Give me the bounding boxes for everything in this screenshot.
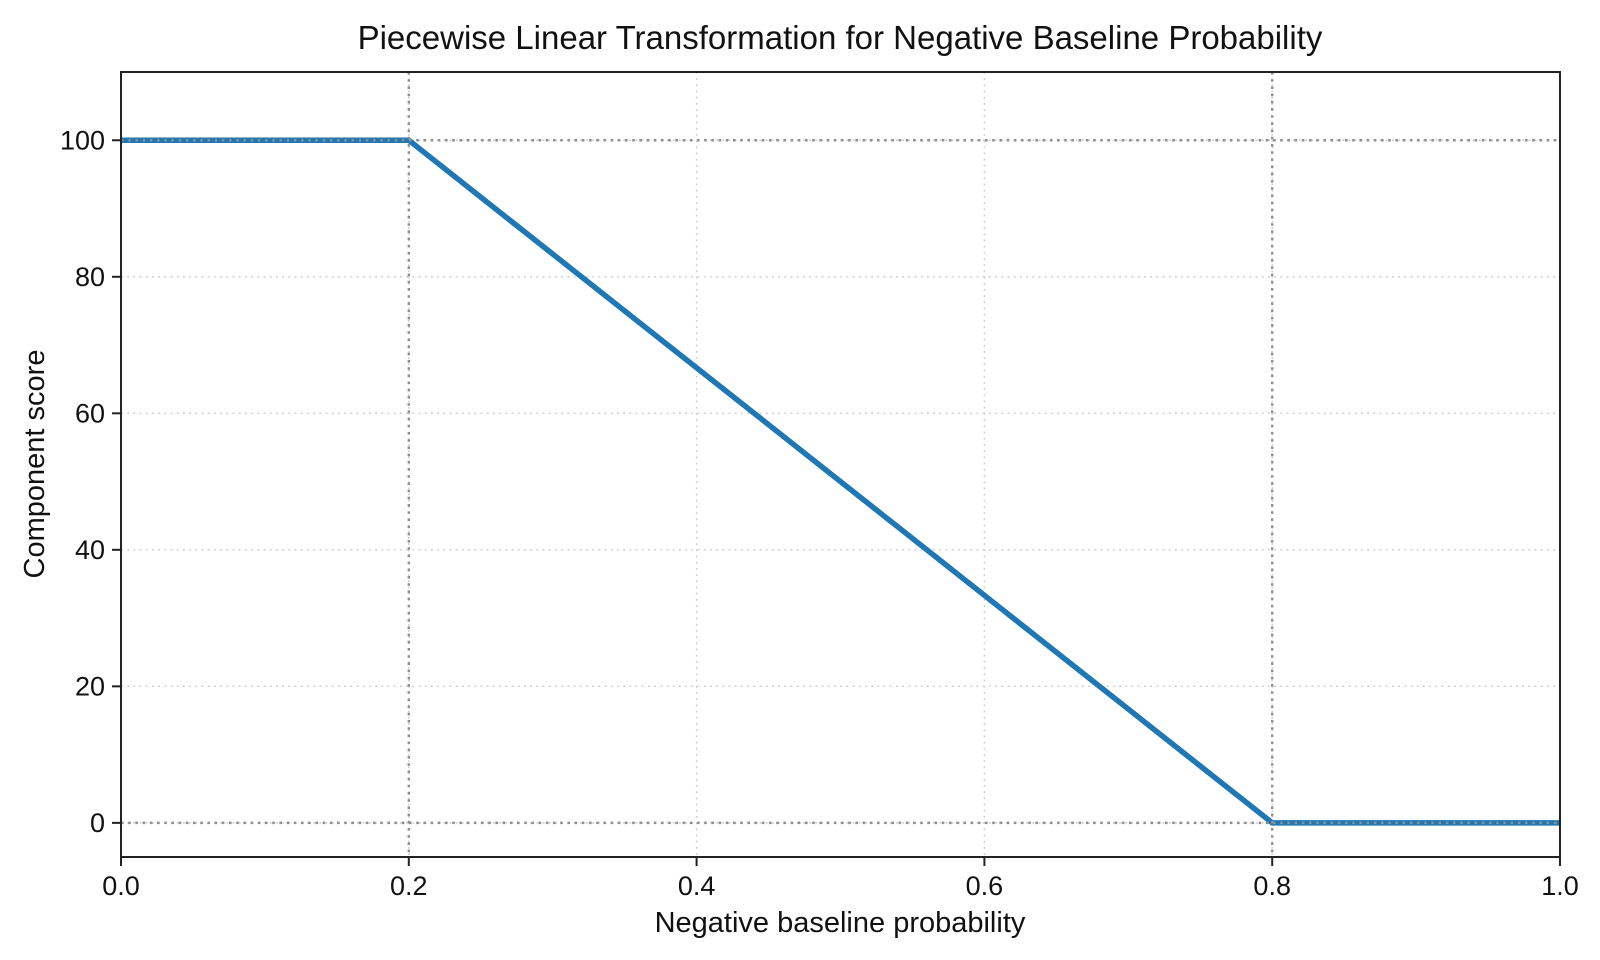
x-axis-label: Negative baseline probability: [655, 907, 1026, 939]
x-tick-label: 0.0: [102, 871, 140, 901]
series-line: [121, 137, 1560, 826]
x-tick-label: 0.4: [678, 871, 716, 901]
data-series: [121, 137, 1560, 826]
y-tick-label: 80: [75, 262, 105, 292]
chart-title: Piecewise Linear Transformation for Nega…: [358, 19, 1323, 56]
x-tick-label: 1.0: [1541, 871, 1579, 901]
y-tick-label: 100: [60, 125, 105, 155]
y-tick-label: 0: [90, 808, 105, 838]
x-tick-label: 0.2: [390, 871, 428, 901]
reference-lines: [121, 72, 1560, 857]
y-tick-label: 40: [75, 535, 105, 565]
axes: [112, 71, 1561, 866]
y-axis-label: Component score: [19, 350, 51, 579]
tick-labels: 0.0 0.2 0.4 0.6 0.8 1.0 0 20 40 60 80 100: [60, 125, 1579, 901]
x-tick-label: 0.8: [1253, 871, 1291, 901]
x-tick-label: 0.6: [966, 871, 1004, 901]
plot-border: [120, 71, 1561, 858]
y-tick-label: 60: [75, 398, 105, 428]
y-tick-label: 20: [75, 671, 105, 701]
gridlines: [121, 72, 1560, 857]
